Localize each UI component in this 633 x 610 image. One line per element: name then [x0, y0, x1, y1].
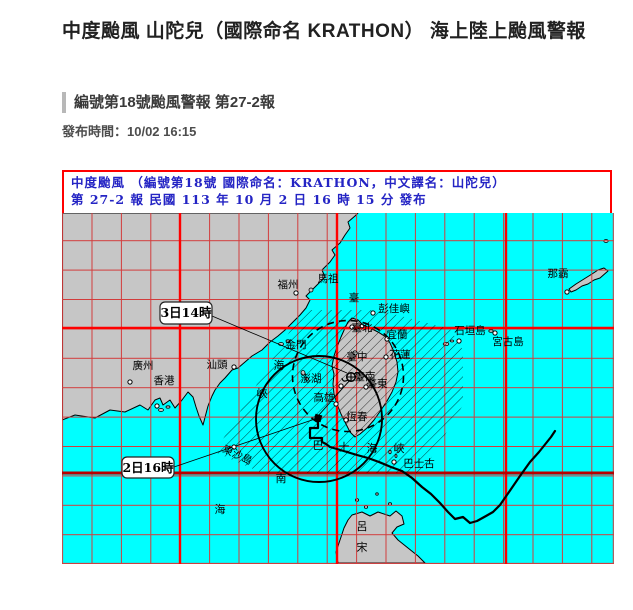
map-label: 汕頭 — [207, 359, 228, 371]
bulletin-number: 編號第18號颱風警報 第27-2報 — [62, 92, 275, 113]
map-label: 臺北 — [352, 321, 373, 334]
map-label: 臺南 — [355, 370, 376, 383]
current-time-box: 2日16時 — [121, 456, 175, 479]
map-label: 彭佳嶼 — [378, 302, 410, 315]
map-label: 巴 — [313, 439, 324, 452]
map-label: 香港 — [154, 375, 175, 387]
typhoon-map: 中度颱風 （編號第18號 國際命名：KRATHON，中文譯名：山陀兒） 第 27… — [62, 170, 614, 564]
forecast-time-box: 3日14時 — [159, 301, 213, 325]
map-label: 臺東 — [367, 377, 388, 390]
page-title: 中度颱風 山陀兒（國際命名 KRATHON） 海上陸上颱風警報 — [62, 21, 586, 42]
map-label: 峽 — [394, 442, 405, 455]
map-label: 恆春 — [347, 410, 368, 423]
map-label: 海 — [215, 502, 226, 516]
map-label: 金門 — [286, 338, 307, 351]
map-header-line2: 第 27-2 報 民國 113 年 10 月 2 日 16 時 15 分 發布 — [71, 192, 427, 207]
map-label: 那霸 — [548, 268, 569, 280]
map-label: 澎湖 — [301, 373, 322, 385]
map-label: 宋 — [357, 540, 368, 554]
forecast-track-line — [317, 379, 351, 417]
past-track-line — [308, 416, 557, 525]
forecast-probability-circle — [291, 319, 405, 433]
map-label: 臺中 — [347, 350, 368, 363]
current-position-marker — [313, 413, 323, 423]
map-label: 高雄 — [314, 391, 335, 404]
typhoon-symbol — [341, 371, 361, 383]
forecast-time-label: 3日14時 — [160, 305, 212, 320]
map-label: 石垣島 — [454, 324, 486, 337]
map-label: 南 — [276, 472, 287, 485]
map-label: 巴士古 — [403, 457, 435, 470]
map-header-box: 中度颱風 （編號第18號 國際命名：KRATHON，中文譯名：山陀兒） 第 27… — [62, 170, 612, 215]
map-label: 呂 — [357, 520, 368, 533]
map-labels: 福州 馬祖 臺 彭佳嶼 臺北 宜蘭 臺中 花蓮 臺南 臺東 高雄 恆春 澎湖 金… — [133, 268, 569, 554]
map-label: 馬祖 — [318, 272, 339, 285]
publish-time: 發布時間：10/02 16:15 — [62, 124, 197, 139]
map-label: 海 — [367, 441, 378, 455]
city-markers — [127, 289, 570, 465]
map-label: 峽 — [257, 387, 268, 400]
current-time-label: 2日16時 — [122, 460, 174, 475]
map-label: 福州 — [278, 278, 299, 291]
typhoon-track-map: 3日14時 2日16時 — [62, 213, 614, 564]
map-label: 海 — [274, 358, 285, 372]
map-label: 廣州 — [133, 359, 154, 372]
map-label: 臺 — [349, 291, 360, 304]
map-label: 花蓮 — [390, 348, 411, 361]
map-label: 宮古島 — [492, 335, 524, 348]
forecast-leader-line — [211, 315, 348, 374]
map-label: 宜蘭 — [387, 328, 408, 341]
map-header-line1: 中度颱風 （編號第18號 國際命名：KRATHON，中文譯名：山陀兒） — [71, 175, 506, 190]
map-label: 士 — [339, 441, 350, 454]
current-leader-line — [173, 418, 316, 468]
